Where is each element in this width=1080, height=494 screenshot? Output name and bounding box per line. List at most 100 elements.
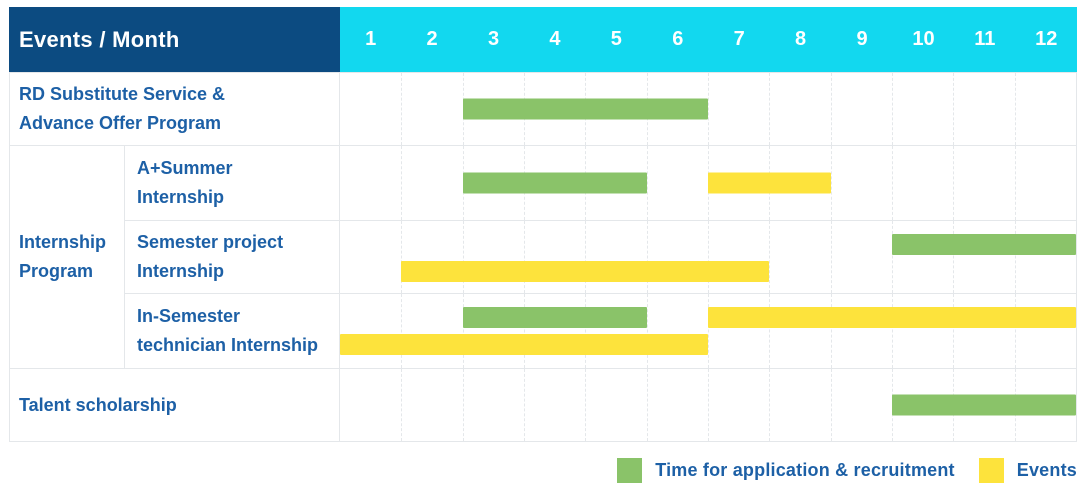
application-bar <box>892 394 1076 416</box>
month-header-6: 6 <box>672 28 684 50</box>
month-gridline <box>708 294 709 368</box>
month-gridline <box>830 73 832 145</box>
event-bar <box>708 172 831 194</box>
label-line: A+Summer <box>137 158 233 178</box>
month-gridline <box>830 146 832 220</box>
legend-item: Events <box>978 458 1077 483</box>
month-gridline <box>401 294 403 368</box>
label-line: Internship <box>19 232 107 252</box>
legend-item: Time for application & recruitment <box>617 458 955 483</box>
legend: Time for application & recruitment Events <box>0 447 1077 494</box>
month-gridline <box>401 146 403 220</box>
label-line: technician Internship <box>137 335 319 355</box>
month-gridline <box>769 369 771 441</box>
month-gridline <box>462 294 464 368</box>
chart-row <box>340 73 1076 146</box>
month-gridline <box>769 221 771 293</box>
chart-row <box>340 221 1076 294</box>
month-gridline <box>524 221 525 293</box>
table-body: RD Substitute Service & Advance Offer Pro… <box>9 72 1077 442</box>
header-title-cell: Events / Month <box>9 7 340 72</box>
month-gridline <box>769 294 771 368</box>
header-row: Events / Month 1 2 3 4 5 6 7 8 9 10 11 12 <box>9 7 1077 72</box>
row-label: Semester project Internship <box>125 221 340 294</box>
month-gridline <box>953 294 955 368</box>
month-gridline <box>892 73 893 145</box>
month-gridline <box>462 369 464 441</box>
event-bar <box>401 261 770 282</box>
month-gridline <box>769 73 771 145</box>
month-gridline <box>646 221 648 293</box>
group-label-internship-program: Internship Program <box>10 146 125 369</box>
legend-swatch-green <box>617 458 643 483</box>
month-header-12: 12 <box>1035 28 1058 50</box>
month-header-7: 7 <box>733 28 745 50</box>
row-label: RD Substitute Service & Advance Offer Pro… <box>10 73 340 146</box>
month-gridline <box>708 73 709 145</box>
row-label: In-Semester technician Internship <box>125 294 340 369</box>
application-bar <box>462 307 647 328</box>
month-header-2: 2 <box>426 28 438 50</box>
month-header-row: 1 2 3 4 5 6 7 8 9 10 11 12 <box>340 7 1077 72</box>
month-gridline <box>401 73 403 145</box>
month-header-3: 3 <box>487 28 500 50</box>
month-gridline <box>646 369 648 441</box>
month-header-5: 5 <box>610 28 622 50</box>
event-bar <box>708 307 1076 328</box>
month-gridline <box>830 221 832 293</box>
month-gridline <box>830 369 832 441</box>
label-line: In-Semester <box>137 306 241 326</box>
label-line: RD Substitute Service & <box>19 84 226 104</box>
month-gridline <box>1014 146 1016 220</box>
application-bar <box>462 98 708 120</box>
schedule-table: Events / Month 1 2 3 4 5 6 7 8 9 10 11 12 RD Substi… <box>9 7 1077 442</box>
month-gridline <box>646 146 648 220</box>
month-gridline <box>585 369 587 441</box>
month-gridline <box>401 221 403 293</box>
month-gridline <box>1014 221 1016 293</box>
month-gridline <box>830 294 832 368</box>
month-gridline <box>524 369 525 441</box>
month-gridline <box>892 294 893 368</box>
month-header-4: 4 <box>549 28 561 50</box>
application-bar <box>462 172 647 194</box>
month-gridline <box>708 221 709 293</box>
label-line: Internship <box>137 187 225 207</box>
month-gridline <box>892 146 893 220</box>
application-bar <box>892 234 1076 255</box>
label-line: Advance Offer Program <box>19 113 222 133</box>
header-title: Events / Month <box>19 26 180 52</box>
label-line: Internship <box>137 261 225 281</box>
month-gridline <box>953 146 955 220</box>
month-gridline <box>892 221 893 293</box>
month-header-8: 8 <box>795 28 807 50</box>
month-gridline <box>708 369 709 441</box>
legend-swatch-yellow <box>978 458 1004 483</box>
month-gridline <box>1014 73 1016 145</box>
chart-row <box>340 146 1076 221</box>
month-gridline <box>1014 294 1016 368</box>
row-label: Talent scholarship <box>10 369 340 442</box>
month-gridline <box>953 221 955 293</box>
month-gridline <box>462 221 464 293</box>
chart-row <box>340 294 1076 369</box>
legend-label: Events <box>1016 460 1077 480</box>
month-header-1: 1 <box>365 28 377 50</box>
month-gridline <box>585 221 587 293</box>
month-gridline <box>646 294 648 368</box>
label-line: Talent scholarship <box>19 394 177 415</box>
legend-label: Time for application & recruitment <box>655 460 955 480</box>
month-gridline <box>401 369 403 441</box>
label-line: Program <box>19 261 94 281</box>
month-gridline <box>524 294 525 368</box>
month-header-11: 11 <box>974 28 996 50</box>
row-label: A+Summer Internship <box>125 146 340 221</box>
month-gridline <box>953 73 955 145</box>
label-line: Semester project <box>137 232 284 252</box>
month-header-10: 10 <box>912 28 935 50</box>
chart-row <box>340 369 1076 442</box>
month-gridline <box>585 294 587 368</box>
month-header-9: 9 <box>856 28 868 50</box>
event-bar <box>340 334 708 355</box>
